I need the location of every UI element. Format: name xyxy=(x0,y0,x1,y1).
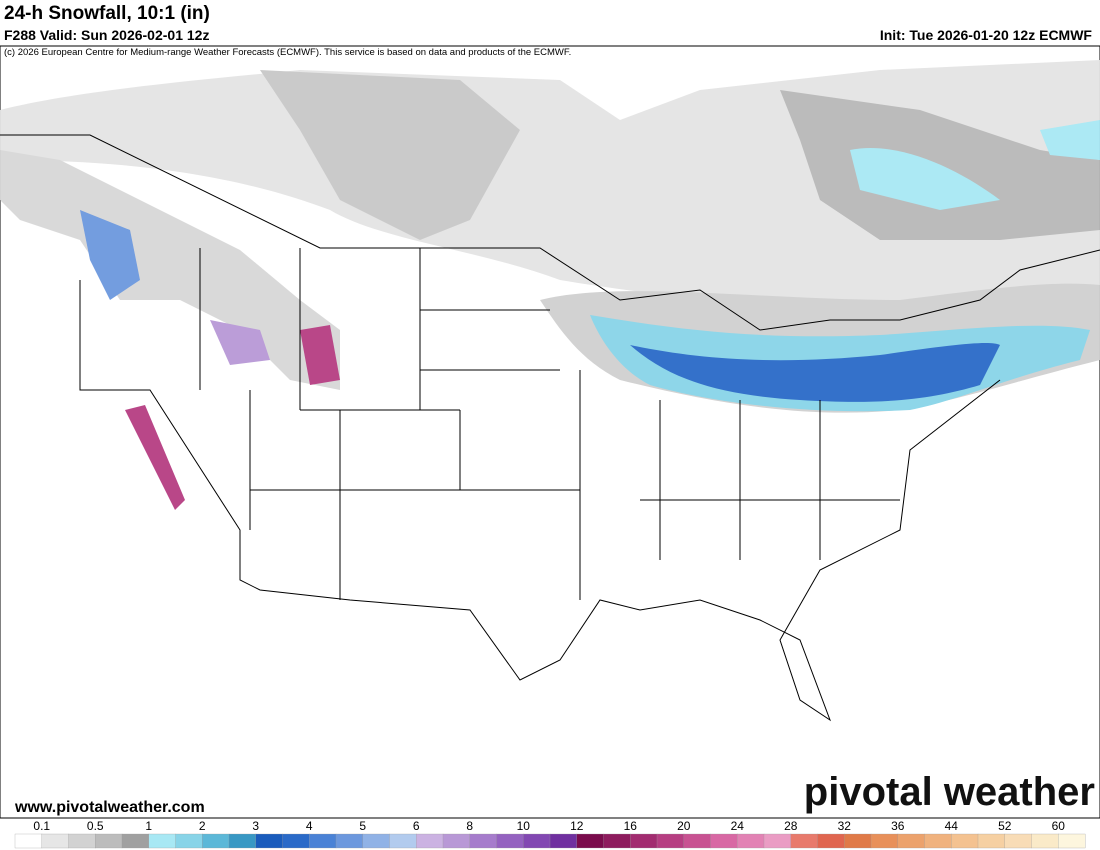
valid-time: F288 Valid: Sun 2026-02-01 12z xyxy=(4,27,210,43)
title: 24-h Snowfall, 10:1 (in) xyxy=(4,3,210,24)
color-swatch xyxy=(41,833,69,849)
level-label: 0.1 xyxy=(33,819,50,833)
color-swatch xyxy=(817,833,845,849)
color-swatch xyxy=(95,833,123,849)
color-swatch xyxy=(870,833,899,849)
credit: (c) 2026 European Centre for Medium-rang… xyxy=(4,47,571,58)
snow-dark-blue xyxy=(630,343,1000,402)
color-swatch xyxy=(175,833,203,849)
color-swatch xyxy=(1031,833,1059,849)
level-label: 0.5 xyxy=(87,819,104,833)
color-swatch xyxy=(710,833,738,849)
color-swatch xyxy=(255,833,283,849)
level-label: 5 xyxy=(359,819,366,833)
color-swatch xyxy=(121,833,150,849)
border xyxy=(0,134,1100,331)
color-swatch xyxy=(389,833,417,849)
color-swatch xyxy=(977,833,1006,849)
colorbar: 0.1 0.5 1 2 3 4 5 6 8 10 12 16 20 24 28 32 36 44 52 60 xyxy=(14,819,1086,849)
init-time: Init: Tue 2026-01-20 12z ECMWF xyxy=(879,27,1092,43)
level-label: 36 xyxy=(891,819,905,833)
color-swatch xyxy=(202,833,230,849)
color-swatch xyxy=(469,833,497,849)
color-swatch xyxy=(148,833,176,849)
coast xyxy=(79,280,1001,722)
logo: pivotal weather xyxy=(804,770,1095,814)
color-swatch xyxy=(1058,833,1086,849)
level-label: 20 xyxy=(677,819,691,833)
color-swatch xyxy=(763,833,792,849)
snow-pink xyxy=(125,405,185,510)
snow-purple xyxy=(300,325,340,385)
level-label: 32 xyxy=(838,819,852,833)
color-swatch xyxy=(790,833,818,849)
level-label: 1 xyxy=(145,819,152,833)
color-swatch xyxy=(737,833,765,849)
color-swatch xyxy=(924,833,952,849)
color-swatch xyxy=(683,833,711,849)
level-label: 28 xyxy=(784,819,798,833)
snow-blue xyxy=(1040,120,1100,160)
color-swatch xyxy=(416,833,444,849)
color-swatch xyxy=(656,833,685,849)
color-swatch xyxy=(897,833,925,849)
color-swatch xyxy=(603,833,631,849)
level-label: 24 xyxy=(731,819,745,833)
site-url: www.pivotalweather.com xyxy=(14,799,205,816)
snow-blue xyxy=(80,210,140,300)
color-swatch xyxy=(442,833,471,849)
color-swatch xyxy=(228,833,257,849)
snow-gray xyxy=(260,70,520,240)
color-swatch xyxy=(496,833,524,849)
color-swatch xyxy=(309,833,337,849)
color-swatch xyxy=(630,833,658,849)
color-swatch xyxy=(362,833,390,849)
boundaries xyxy=(0,134,1100,722)
state-line xyxy=(199,248,900,600)
level-label: 8 xyxy=(466,819,473,833)
level-label: 4 xyxy=(306,819,313,833)
color-swatch xyxy=(282,833,310,849)
snow-blue xyxy=(850,148,1000,210)
level-label: 52 xyxy=(998,819,1012,833)
color-swatch xyxy=(1004,833,1032,849)
level-label: 2 xyxy=(199,819,206,833)
color-swatch xyxy=(576,833,604,849)
level-label: 44 xyxy=(945,819,959,833)
color-swatch xyxy=(14,833,43,849)
color-swatch xyxy=(844,833,872,849)
snow-shading xyxy=(0,60,1100,510)
color-swatch xyxy=(68,833,96,849)
color-swatch xyxy=(951,833,979,849)
level-label: 12 xyxy=(570,819,584,833)
color-swatch xyxy=(523,833,551,849)
snow-purple xyxy=(210,320,270,365)
level-label: 10 xyxy=(517,819,531,833)
level-label: 3 xyxy=(252,819,259,833)
level-label: 6 xyxy=(413,819,420,833)
color-swatch xyxy=(549,833,578,849)
level-label: 16 xyxy=(624,819,638,833)
color-swatch xyxy=(335,833,364,849)
level-label: 60 xyxy=(1052,819,1066,833)
